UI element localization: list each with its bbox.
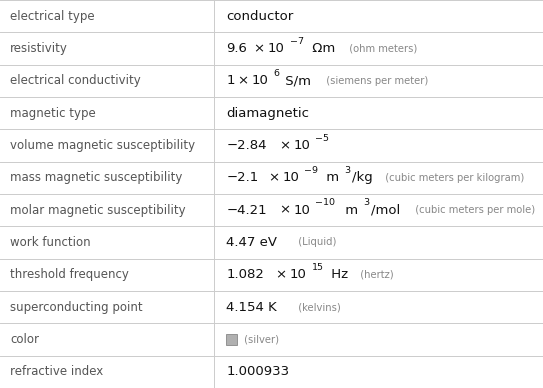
Text: 15: 15	[312, 263, 324, 272]
Text: volume magnetic susceptibility: volume magnetic susceptibility	[10, 139, 195, 152]
Text: ×: ×	[275, 268, 287, 281]
Text: 6: 6	[274, 69, 280, 78]
Text: ×: ×	[237, 74, 249, 87]
Text: /mol: /mol	[371, 204, 400, 217]
Text: threshold frequency: threshold frequency	[10, 268, 129, 281]
Text: resistivity: resistivity	[10, 42, 68, 55]
Text: −9: −9	[304, 166, 318, 175]
Text: (ohm meters): (ohm meters)	[343, 43, 417, 54]
Text: /kg: /kg	[352, 171, 373, 184]
Text: 1.000933: 1.000933	[226, 365, 289, 378]
Text: 10: 10	[290, 268, 307, 281]
Text: (kelvins): (kelvins)	[292, 302, 340, 312]
Text: molar magnetic susceptibility: molar magnetic susceptibility	[10, 204, 186, 217]
Text: −10: −10	[315, 198, 335, 207]
Text: 10: 10	[268, 42, 285, 55]
Text: −7: −7	[289, 36, 304, 46]
Text: color: color	[10, 333, 39, 346]
Text: (cubic meters per kilogram): (cubic meters per kilogram)	[379, 173, 525, 183]
Text: m: m	[341, 204, 358, 217]
Text: 4.47 eV: 4.47 eV	[226, 236, 277, 249]
Text: 9.6: 9.6	[226, 42, 248, 55]
Text: −2.1: −2.1	[226, 171, 258, 184]
Text: −2.84: −2.84	[226, 139, 267, 152]
Text: −4.21: −4.21	[226, 204, 267, 217]
Text: Hz: Hz	[327, 268, 348, 281]
Text: superconducting point: superconducting point	[10, 301, 143, 314]
Text: (siemens per meter): (siemens per meter)	[320, 76, 428, 86]
Text: electrical type: electrical type	[10, 10, 94, 23]
Text: ×: ×	[268, 171, 279, 184]
Text: electrical conductivity: electrical conductivity	[10, 74, 141, 87]
Text: ×: ×	[254, 42, 264, 55]
Text: diamagnetic: diamagnetic	[226, 107, 310, 120]
Text: S/m: S/m	[281, 74, 311, 87]
Text: 3: 3	[363, 198, 369, 207]
Text: magnetic type: magnetic type	[10, 107, 96, 120]
Text: work function: work function	[10, 236, 91, 249]
Text: ×: ×	[279, 139, 290, 152]
Text: 4.154 K: 4.154 K	[226, 301, 277, 314]
Text: conductor: conductor	[226, 10, 294, 23]
Text: (hertz): (hertz)	[354, 270, 394, 280]
Text: 1: 1	[226, 74, 235, 87]
Text: 10: 10	[293, 139, 310, 152]
Text: 3: 3	[344, 166, 351, 175]
Text: −5: −5	[315, 133, 329, 143]
Text: mass magnetic susceptibility: mass magnetic susceptibility	[10, 171, 182, 184]
Text: 1.082: 1.082	[226, 268, 264, 281]
Text: (cubic meters per mole): (cubic meters per mole)	[408, 205, 535, 215]
Text: (silver): (silver)	[241, 334, 279, 345]
Text: Ωm: Ωm	[308, 42, 335, 55]
Text: 10: 10	[282, 171, 299, 184]
Bar	[226, 334, 237, 345]
Text: m: m	[323, 171, 339, 184]
Text: 10: 10	[252, 74, 269, 87]
Text: ×: ×	[279, 204, 290, 217]
Text: 10: 10	[293, 204, 310, 217]
Text: refractive index: refractive index	[10, 365, 103, 378]
Text: (Liquid): (Liquid)	[292, 237, 337, 248]
